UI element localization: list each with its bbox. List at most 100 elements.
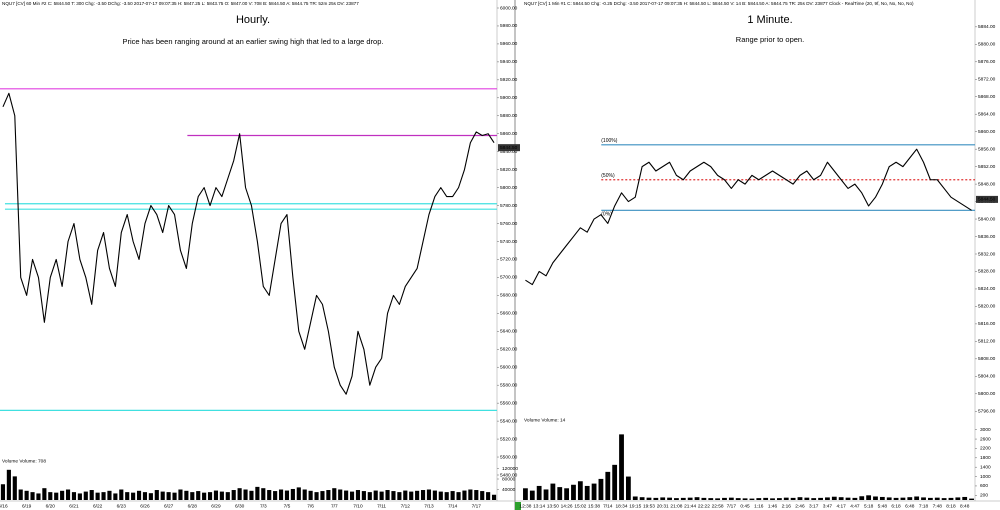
y-tick-label: 5840.00 (978, 216, 996, 222)
chart-subtitle: Price has been ranging around at an earl… (122, 37, 383, 46)
x-tick-label: 7/14 (448, 503, 458, 509)
volume-bar (529, 490, 535, 500)
x-tick-label: 6:48 (905, 503, 915, 509)
volume-bar (907, 497, 913, 500)
volume-bar (219, 491, 224, 500)
volume-bar (42, 488, 47, 500)
volume-bar (571, 484, 576, 500)
volume-bar (255, 486, 260, 500)
y-tick-label: 5480.00 (500, 472, 518, 478)
x-tick-label: 19:15 (629, 503, 641, 509)
volume-tick-label: 3000 (980, 427, 991, 433)
y-tick-label: 5824.00 (978, 286, 996, 292)
x-tick-label: 6/30 (235, 503, 245, 509)
x-tick-label: 13:14 (533, 503, 545, 509)
y-tick-label: 5832.00 (978, 251, 996, 257)
volume-bar (462, 490, 467, 500)
volume-bar (338, 489, 343, 500)
volume-bar (349, 491, 355, 500)
y-tick-label: 5520.00 (500, 436, 518, 442)
x-tick-label: 21:44 (684, 503, 696, 509)
volume-bar (284, 490, 290, 500)
x-tick-label: 7/13 (424, 503, 434, 509)
y-tick-label: 5620.00 (500, 347, 518, 353)
y-tick-label: 5660.00 (500, 311, 518, 317)
chart-header: NQU7 [CV] 60 Min #2 C: 5844.50 T: 300 Ch… (2, 1, 359, 6)
volume-bar (302, 489, 307, 500)
volume-bar (154, 490, 159, 500)
volume-bar (715, 498, 721, 500)
volume-bar (101, 492, 106, 500)
volume-bar (934, 497, 940, 500)
y-tick-label: 5836.00 (978, 234, 996, 240)
x-tick-label: 0:45 (740, 503, 750, 509)
y-tick-label: 5880.00 (500, 113, 518, 119)
volume-bar (420, 490, 426, 500)
volume-bar (273, 491, 278, 500)
volume-bar (941, 498, 947, 500)
volume-bar (653, 497, 659, 500)
volume-bar (131, 492, 136, 500)
y-tick-label: 5760.00 (500, 221, 518, 227)
volume-bar (969, 498, 974, 500)
y-tick-label: 5812.00 (978, 339, 996, 345)
y-tick-label: 5540.00 (500, 418, 518, 424)
x-tick-label: 7/11 (377, 503, 386, 509)
volume-tick-label: 600 (980, 483, 988, 489)
volume-bar (237, 488, 242, 500)
volume-bar (65, 489, 71, 500)
x-tick-label: 22:58 (712, 503, 724, 509)
price-line (525, 148, 972, 286)
volume-bar (119, 489, 124, 500)
last-price-tag (976, 195, 998, 203)
x-tick-label: 13:50 (547, 503, 559, 509)
volume-bar (36, 493, 41, 500)
y-tick-label: 5580.00 (500, 382, 518, 388)
volume-tick-label: 1000 (980, 474, 991, 480)
volume-bar (415, 490, 420, 500)
volume-bar (314, 492, 319, 500)
volume-bar (231, 490, 236, 500)
volume-bar (852, 497, 858, 500)
volume-bar (184, 490, 189, 500)
y-tick-label: 5884.00 (978, 24, 996, 30)
volume-bar (207, 492, 213, 500)
volume-bar (831, 496, 837, 500)
volume-bar (178, 489, 183, 500)
volume-bar (12, 476, 17, 500)
volume-tick-label: 40000 (502, 487, 516, 493)
volume-bar (605, 471, 611, 500)
volume-bar (866, 495, 872, 500)
volume-bar (95, 492, 100, 500)
x-tick-label: 6/22 (93, 503, 103, 509)
y-tick-label: 5640.00 (500, 329, 518, 335)
volume-tick-label: 200 (980, 493, 988, 499)
y-tick-label: 5872.00 (978, 77, 996, 83)
x-tick-label: 7/12 (401, 503, 411, 509)
volume-bar (708, 498, 714, 500)
volume-bar (955, 497, 961, 500)
volume-bar (278, 489, 284, 500)
x-tick-label: 19:53 (643, 503, 655, 509)
volume-bar (391, 491, 396, 500)
volume-bar (632, 496, 638, 500)
volume-bar (113, 493, 118, 500)
volume-bar (701, 497, 707, 500)
y-tick-label: 5600.00 (500, 364, 518, 370)
x-tick-label: 6/26 (140, 503, 150, 509)
volume-bar (742, 498, 748, 500)
volume-bar (60, 490, 65, 500)
volume-bar (30, 492, 35, 500)
x-tick-label: 6/27 (164, 503, 174, 509)
volume-bar (142, 492, 148, 500)
volume-bar (48, 492, 53, 500)
y-tick-label: 5500.00 (500, 454, 518, 460)
x-tick-label: 5:18 (864, 503, 874, 509)
volume-bar (397, 492, 402, 500)
volume-bar (790, 497, 796, 500)
x-tick-label: 7/5 (284, 503, 291, 509)
chart-subtitle: Range prior to open. (736, 35, 804, 44)
x-tick-label: 21:08 (670, 503, 682, 509)
volume-bar (432, 490, 437, 500)
